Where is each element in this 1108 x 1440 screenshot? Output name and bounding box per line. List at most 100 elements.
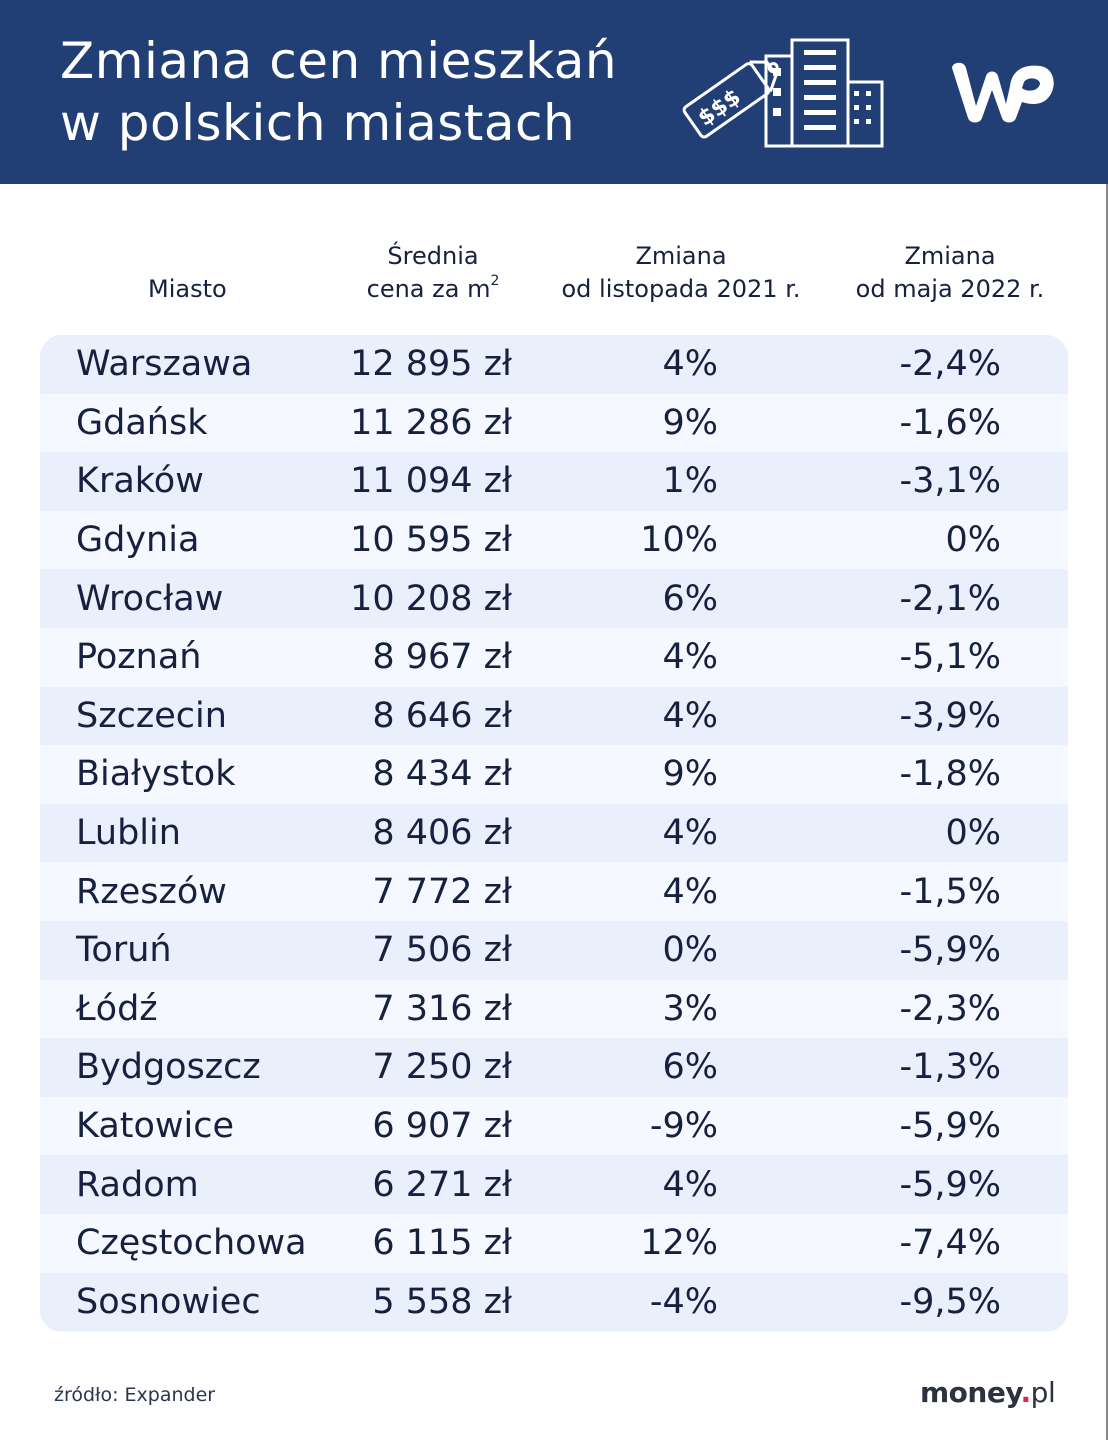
change-nov2021-cell: 10% [640,520,718,561]
price-cell: 11 094 zł [350,461,512,502]
price-cell: 12 895 zł [350,344,512,385]
price-cell: 5 558 zł [372,1281,512,1322]
price-cell: 7 316 zł [372,988,512,1029]
change-may2022-cell: -3,1% [899,461,1001,502]
table-row: Gdynia 10 595 zł 10% 0% [40,510,1068,570]
column-header-city: Miasto [148,275,227,303]
header-banner: Zmiana cen mieszkań w polskich miastach … [0,0,1108,184]
table-row: Kraków 11 094 zł 1% -3,1% [40,452,1068,511]
table-row: Katowice 6 907 zł -9% -5,9% [40,1096,1068,1156]
city-cell: Katowice [76,1106,235,1147]
svg-text:$$$: $$$ [694,85,746,132]
change-nov2021-cell: 3% [662,988,718,1029]
table-row: Częstochowa 6 115 zł 12% -7,4% [40,1213,1068,1273]
city-cell: Toruń [76,930,172,971]
change-may2022-cell: -5,9% [899,1164,1001,1205]
change-nov2021-cell: 6% [662,578,718,619]
change-may2022-cell: -3,9% [899,695,1001,736]
change-may2022-cell: -2,1% [899,578,1001,619]
price-cell: 6 271 zł [372,1164,512,1205]
change-may2022-cell: -1,5% [899,871,1001,912]
price-cell: 8 434 zł [372,754,512,795]
price-table: Warszawa 12 895 zł 4% -2,4% Gdańsk 11 286 zł 9… [40,335,1068,1332]
change-nov2021-cell: 9% [662,754,718,795]
change-nov2021-cell: -9% [649,1106,718,1147]
change-nov2021-cell: 4% [662,1164,718,1205]
change-may2022-cell: 0% [945,520,1001,561]
change-may2022-cell: -5,9% [899,1106,1001,1147]
city-cell: Rzeszów [76,871,227,912]
change-may2022-cell: -2,3% [899,988,1001,1029]
divider [1106,184,1108,1440]
column-header-change-nov2021: Zmiana od listopada 2021 r. [561,242,801,303]
price-cell: 6 907 zł [372,1106,512,1147]
price-cell: 7 772 zł [372,871,512,912]
price-cell: 7 250 zł [372,1047,512,1088]
price-tag-buildings-icon: $$$ [682,38,884,148]
price-cell: 6 115 zł [372,1223,512,1264]
price-cell: 8 646 zł [372,695,512,736]
change-nov2021-cell: 1% [662,461,718,502]
change-may2022-cell: -5,1% [899,637,1001,678]
table-row: Białystok 8 434 zł 9% -1,8% [40,745,1068,804]
change-nov2021-cell: 12% [640,1223,718,1264]
city-cell: Białystok [76,754,236,795]
price-cell: 8 967 zł [372,637,512,678]
price-cell: 10 208 zł [350,578,512,619]
change-nov2021-cell: 4% [662,813,718,854]
source-note: źródło: Expander [54,1384,216,1406]
change-may2022-cell: -2,4% [899,344,1001,385]
table-row: Warszawa 12 895 zł 4% -2,4% [40,335,1068,394]
change-nov2021-cell: 4% [662,871,718,912]
table-row: Szczecin 8 646 zł 4% -3,9% [40,686,1068,746]
price-cell: 11 286 zł [350,402,512,443]
change-may2022-cell: 0% [945,813,1001,854]
page-title: Zmiana cen mieszkań w polskich miastach [60,30,617,154]
city-cell: Częstochowa [76,1223,307,1264]
city-cell: Lublin [76,813,181,854]
table-row: Wrocław 10 208 zł 6% -2,1% [40,569,1068,628]
city-cell: Bydgoszcz [76,1047,261,1088]
city-cell: Radom [76,1164,199,1205]
column-header-price: Średnia cena za m2 [366,242,500,303]
title-line-2: w polskich miastach [60,94,576,152]
change-nov2021-cell: 6% [662,1047,718,1088]
table-row: Toruń 7 506 zł 0% -5,9% [40,920,1068,980]
table-row: Radom 6 271 zł 4% -5,9% [40,1155,1068,1214]
city-cell: Kraków [76,461,204,502]
change-nov2021-cell: 4% [662,695,718,736]
table-row: Sosnowiec 5 558 zł -4% -9,5% [40,1272,1068,1332]
city-cell: Warszawa [76,344,253,385]
city-cell: Łódź [76,988,158,1029]
table-row: Łódź 7 316 zł 3% -2,3% [40,979,1068,1039]
price-cell: 7 506 zł [372,930,512,971]
change-nov2021-cell: 0% [662,930,718,971]
city-cell: Gdańsk [76,402,208,443]
change-may2022-cell: -1,8% [899,754,1001,795]
change-nov2021-cell: 9% [662,402,718,443]
title-line-1: Zmiana cen mieszkań [60,32,618,90]
table-row: Lublin 8 406 zł 4% 0% [40,803,1068,863]
change-may2022-cell: -1,3% [899,1047,1001,1088]
city-cell: Sosnowiec [76,1281,261,1322]
money-pl-logo: money.pl [920,1376,1056,1409]
change-may2022-cell: -1,6% [899,402,1001,443]
table-row: Bydgoszcz 7 250 zł 6% -1,3% [40,1038,1068,1097]
city-cell: Wrocław [76,578,224,619]
column-header-change-may2022: Zmiana od maja 2022 r. [855,242,1045,303]
change-nov2021-cell: 4% [662,344,718,385]
table-row: Rzeszów 7 772 zł 4% -1,5% [40,862,1068,921]
city-cell: Gdynia [76,520,200,561]
wp-logo [952,62,1054,123]
table-row: Poznań 8 967 zł 4% -5,1% [40,627,1068,687]
city-cell: Poznań [76,637,202,678]
city-cell: Szczecin [76,695,227,736]
price-cell: 8 406 zł [372,813,512,854]
table-row: Gdańsk 11 286 zł 9% -1,6% [40,393,1068,453]
change-nov2021-cell: 4% [662,637,718,678]
change-may2022-cell: -5,9% [899,930,1001,971]
change-nov2021-cell: -4% [649,1281,718,1322]
change-may2022-cell: -7,4% [899,1223,1001,1264]
change-may2022-cell: -9,5% [899,1281,1001,1322]
price-cell: 10 595 zł [350,520,512,561]
